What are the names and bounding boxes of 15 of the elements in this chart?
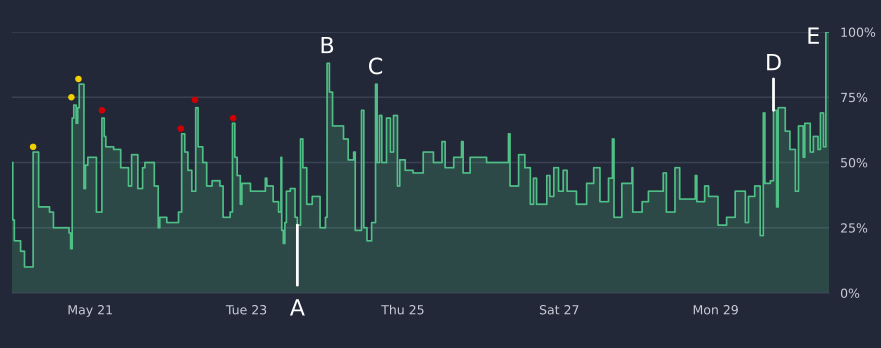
x-tick-label: Mon 29 <box>694 305 738 314</box>
annotation: D <box>767 54 781 70</box>
x-tick-label: Thu 25 <box>381 304 424 314</box>
annotation: E <box>808 27 819 44</box>
y-tick-label: 50% <box>841 158 868 168</box>
y-tick-label: 0% <box>840 288 860 298</box>
y-tick-label: 100% <box>841 27 876 37</box>
x-tick-label: Tue 23 <box>226 305 266 314</box>
x-tick-label: May 21 <box>68 305 112 317</box>
annotation: B <box>322 36 334 54</box>
annotation: C <box>369 58 382 74</box>
annotation: A <box>290 299 305 316</box>
x-tick-label: Sat 27 <box>540 305 578 314</box>
y-tick-label: 75% <box>841 92 868 102</box>
y-tick-label: 25% <box>841 223 868 233</box>
